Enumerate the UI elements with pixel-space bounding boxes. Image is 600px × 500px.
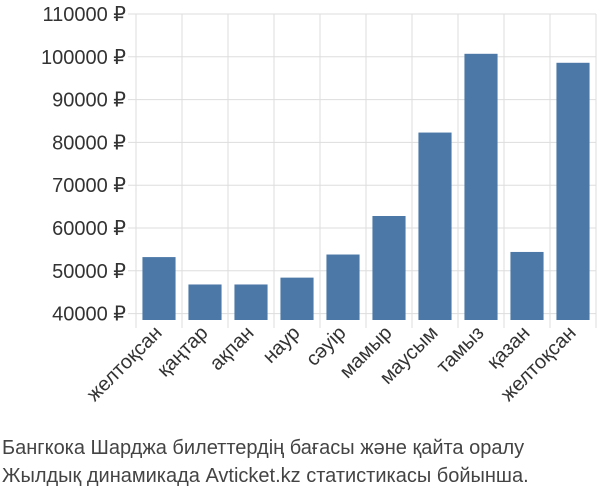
y-tick-label: 40000 ₽ [52,304,126,326]
bar [372,216,406,320]
y-tick-label: 100000 ₽ [41,47,126,69]
bar-chart: 40000 ₽ 50000 ₽ 60000 ₽ 70000 ₽ 80000 ₽ 90000… [41,4,597,406]
x-tick-label: ақпан [206,322,259,375]
bar [188,284,222,320]
y-tick-label: 80000 ₽ [52,132,126,154]
y-tick-label: 110000 ₽ [42,4,126,26]
bar [280,277,314,320]
bar [464,53,498,321]
y-tick-label: 90000 ₽ [52,90,126,112]
x-tick-label: қаңтар [153,322,212,381]
chart-caption-line-1: Бангкока Шарджа билеттердің бағасы және … [2,437,525,459]
x-tick-label: наур [259,322,305,368]
bar [556,62,590,320]
bar [326,254,360,320]
y-tick-label: 70000 ₽ [52,175,126,197]
y-tick-label: 60000 ₽ [52,218,126,240]
bars [142,53,590,321]
y-axis-tick-labels: 40000 ₽ 50000 ₽ 60000 ₽ 70000 ₽ 80000 ₽ 90000… [41,4,126,326]
bar [234,284,268,320]
bar [418,132,452,320]
y-tick-label: 50000 ₽ [52,261,126,283]
bar [510,251,544,320]
chart-caption-line-2: Жылдық динамикада Avticket.kz статистика… [2,465,529,487]
grid-lines [128,13,597,328]
bar [142,257,176,320]
x-tick-label: тамыз [432,322,488,378]
